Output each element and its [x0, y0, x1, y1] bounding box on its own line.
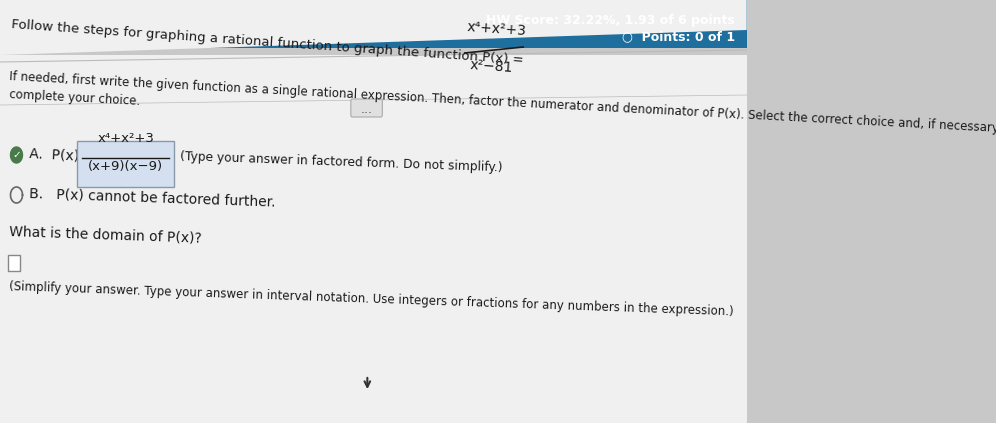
- Polygon shape: [11, 147, 23, 163]
- Text: HW Score: 32.22%, 1.93 of 6 points: HW Score: 32.22%, 1.93 of 6 points: [486, 14, 735, 27]
- Text: (Type your answer in factored form. Do not simplify.): (Type your answer in factored form. Do n…: [180, 150, 503, 174]
- Text: What is the domain of P(x)?: What is the domain of P(x)?: [9, 225, 202, 246]
- Bar: [0, 0, 747, 48]
- Bar: [0, 55, 747, 423]
- Text: (x+9)(x−9): (x+9)(x−9): [88, 160, 163, 173]
- FancyBboxPatch shape: [351, 99, 382, 117]
- FancyBboxPatch shape: [8, 255, 20, 271]
- Text: ○  Points: 0 of 1: ○ Points: 0 of 1: [622, 30, 735, 43]
- Text: x²−81: x²−81: [469, 58, 513, 75]
- Text: B.   P(x) cannot be factored further.: B. P(x) cannot be factored further.: [29, 187, 275, 209]
- Text: ✓: ✓: [12, 150, 21, 160]
- Text: (Simplify your answer. Type your answer in interval notation. Use integers or fr: (Simplify your answer. Type your answer …: [9, 280, 734, 318]
- Text: complete your choice.: complete your choice.: [9, 88, 140, 108]
- FancyBboxPatch shape: [78, 141, 174, 187]
- Polygon shape: [0, 0, 747, 55]
- Text: ···: ···: [361, 107, 373, 120]
- Text: x⁴+x²+3: x⁴+x²+3: [98, 132, 154, 145]
- Text: x⁴+x²+3: x⁴+x²+3: [466, 20, 527, 38]
- Text: A.  P(x) =: A. P(x) =: [29, 147, 95, 165]
- Text: If needed, first write the given function as a single rational expression. Then,: If needed, first write the given functio…: [9, 70, 996, 136]
- Text: Follow the steps for graphing a rational function to graph the function P(x) =: Follow the steps for graphing a rational…: [11, 18, 524, 67]
